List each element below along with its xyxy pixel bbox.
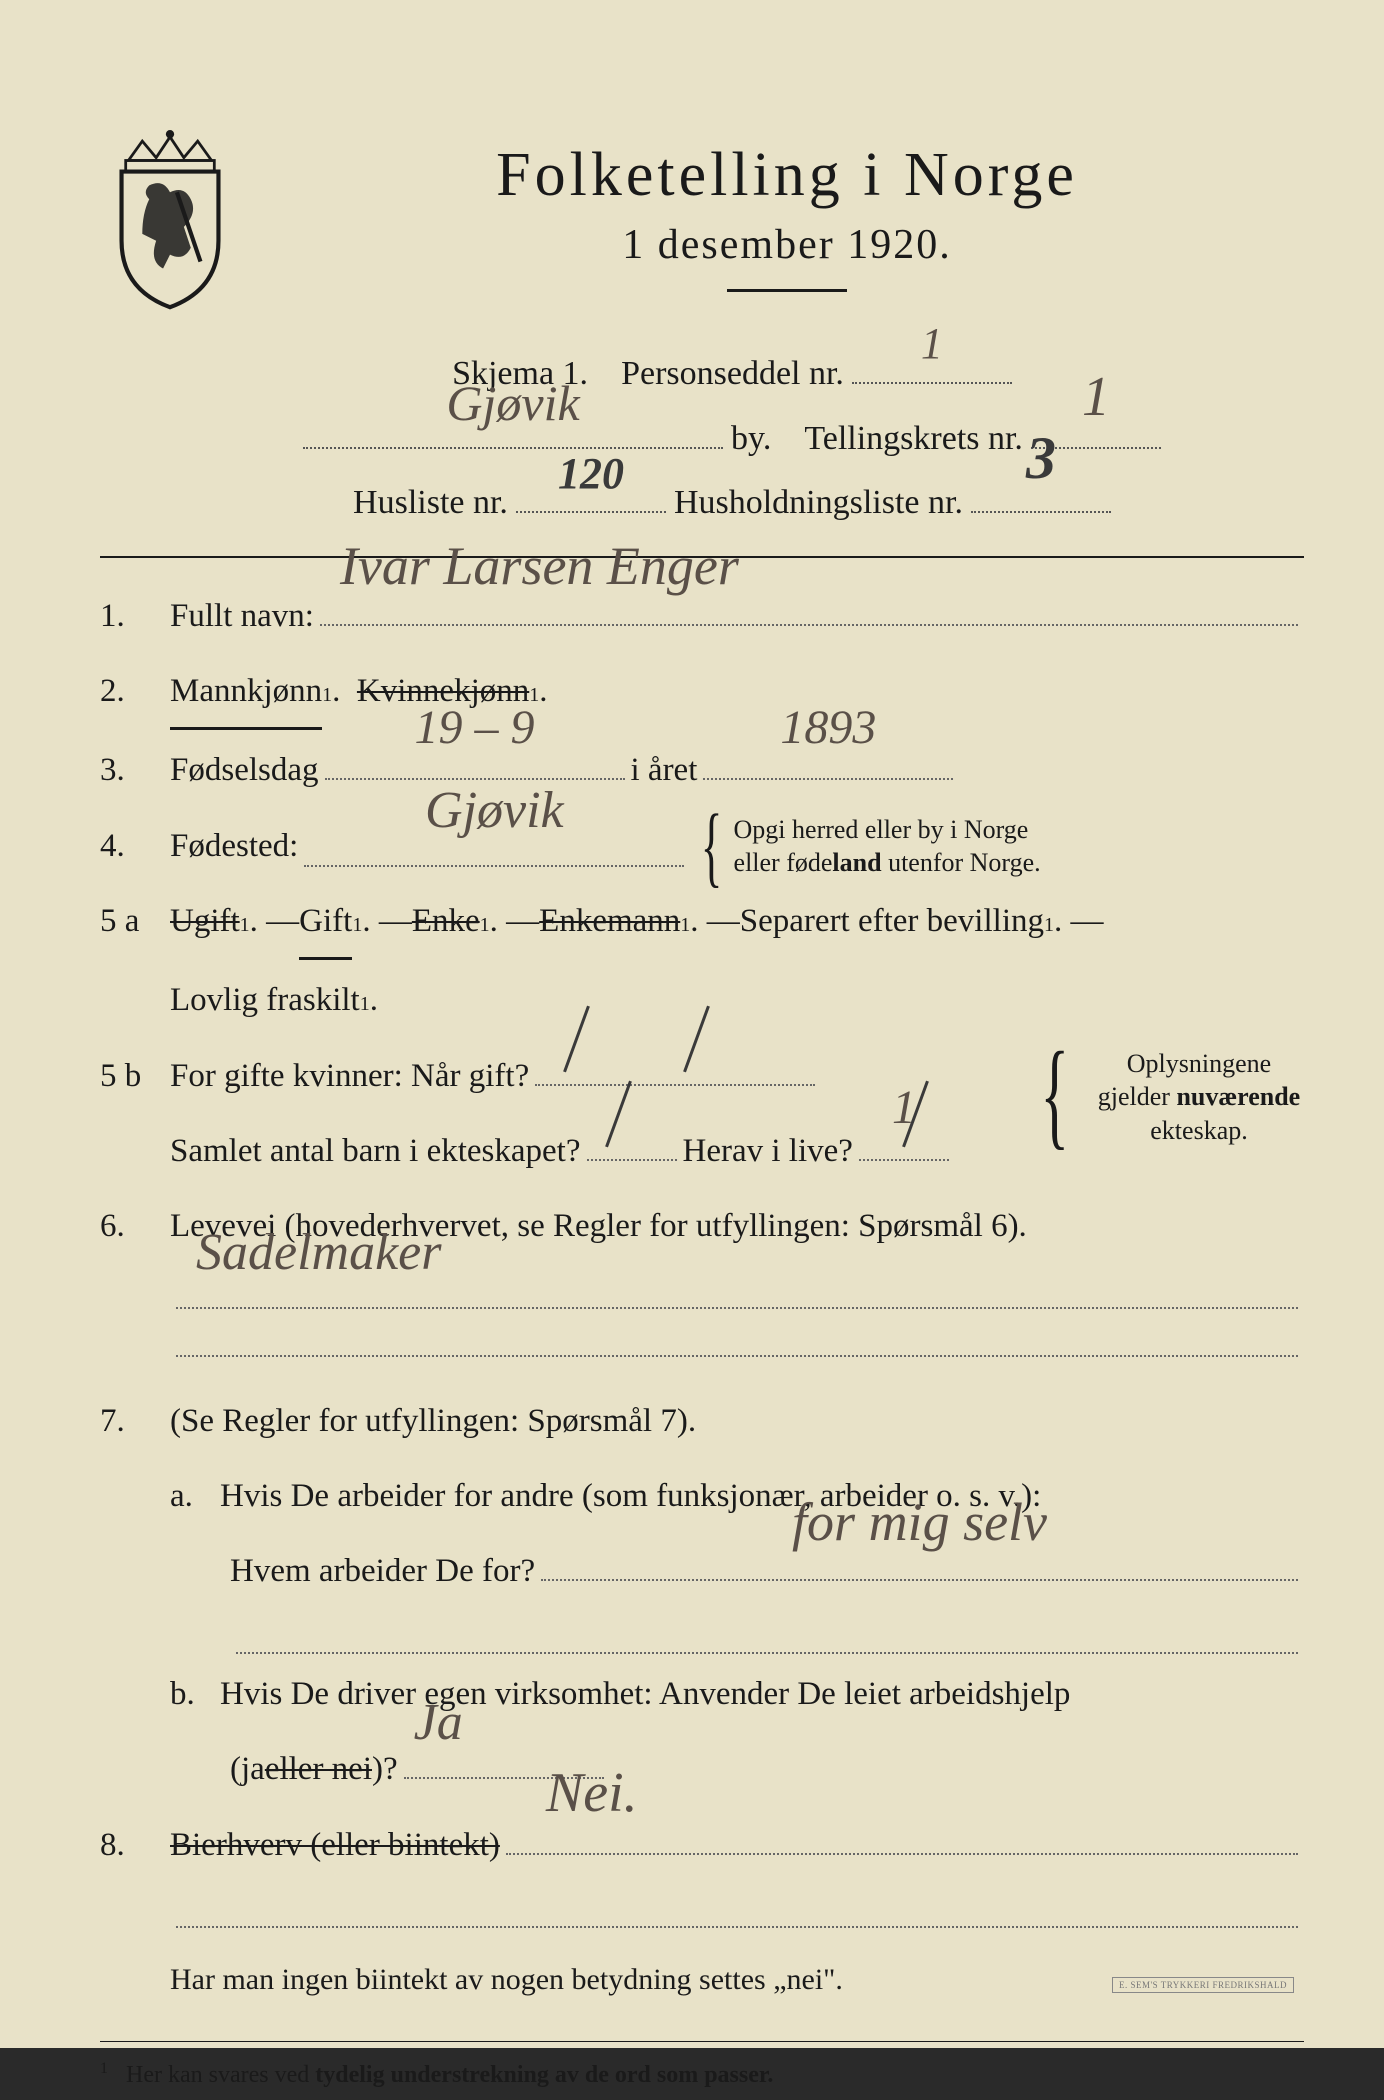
q5b-qbarn: Samlet antal barn i ekteskapet?	[170, 1117, 581, 1186]
personseddel-value: 1	[852, 302, 1012, 386]
q5b-row1: 5 b For gifte kvinner: Når gift? { Oplys…	[100, 1042, 1304, 1111]
q6-num: 6.	[100, 1192, 170, 1261]
q4-value: Gjøvik	[304, 756, 684, 865]
q7a-value: for mig selv	[541, 1466, 1298, 1579]
q7b-text2-pre: (ja	[230, 1735, 265, 1804]
q5a-fraskilt: Lovlig fraskilt	[170, 966, 360, 1035]
coat-of-arms-icon	[100, 130, 240, 310]
q4-row: 4. Fødested: Gjøvik { Opgi herred eller …	[100, 812, 1304, 881]
q5b-row2: Samlet antal barn i ekteskapet? Herav i …	[100, 1117, 1304, 1186]
q3-row: 3. Fødselsdag 19 – 9 i året 1893	[100, 736, 1304, 805]
q7-num: 7.	[100, 1387, 170, 1456]
q7a-text2: Hvem arbeider De for?	[230, 1537, 535, 1606]
q1-row: 1. Fullt navn: Ivar Larsen Enger	[100, 582, 1304, 651]
q5a-enke: Enke	[412, 887, 480, 956]
q4-label: Fødested:	[170, 812, 298, 881]
q7b-text1: Hvis De driver egen virksomhet: Anvender…	[220, 1660, 1070, 1729]
subtitle: 1 desember 1920.	[270, 221, 1304, 269]
q7a-blank	[100, 1613, 1304, 1655]
q6-value-row: Sadelmaker	[100, 1267, 1304, 1309]
footnote: 1 Her kan svares ved tydelig understrekn…	[100, 2050, 1304, 2100]
q1-label: Fullt navn:	[170, 582, 314, 651]
q2-row: 2. Mannkjønn1. Kvinnekjønn1.	[100, 657, 1304, 730]
q8-value: Nei.	[506, 1735, 1298, 1853]
q6-blank	[100, 1315, 1304, 1357]
q7b-text2-strike: eller nei	[265, 1735, 372, 1804]
q7b-label: b.	[170, 1660, 220, 1729]
q8-label: Bierhverv (eller biintekt)	[170, 1811, 500, 1880]
q8-num: 8.	[100, 1811, 170, 1880]
q3-label: Fødselsdag	[170, 736, 319, 805]
q7b-row1: b. Hvis De driver egen virksomhet: Anven…	[100, 1660, 1304, 1729]
q6-value: Sadelmaker	[176, 1198, 1298, 1307]
q7a-row2: Hvem arbeider De for? for mig selv	[100, 1537, 1304, 1606]
q5a-num: 5 a	[100, 887, 170, 956]
q8-blank	[100, 1886, 1304, 1928]
form-body: 1. Fullt navn: Ivar Larsen Enger 2. Mann…	[100, 582, 1304, 2100]
q5b-qgift: Når gift?	[411, 1042, 529, 1111]
husholdning-value: 3	[971, 401, 1111, 515]
brace-icon: {	[701, 815, 723, 878]
q5b-num: 5 b	[100, 1042, 170, 1111]
q3-year: 1893	[703, 678, 953, 779]
q5b-qlive: Herav i live?	[683, 1117, 853, 1186]
footnote-rule	[100, 2041, 1304, 2042]
q7-label: (Se Regler for utfyllingen: Spørsmål 7).	[170, 1387, 696, 1456]
q5a-gift: Gift	[299, 887, 352, 960]
q5a-separert: Separert efter bevilling	[740, 887, 1044, 956]
title-block: Folketelling i Norge 1 desember 1920.	[270, 120, 1304, 322]
main-title: Folketelling i Norge	[270, 140, 1304, 211]
header: Folketelling i Norge 1 desember 1920.	[100, 120, 1304, 322]
q8-row: 8. Bierhverv (eller biintekt) Nei.	[100, 1811, 1304, 1880]
husliste-value: 120	[516, 432, 666, 516]
q4-num: 4.	[100, 812, 170, 881]
q2-num: 2.	[100, 657, 170, 726]
q7a-label: a.	[170, 1462, 220, 1531]
q2-mann: Mannkjønn	[170, 657, 322, 730]
by-label: by.	[731, 407, 771, 472]
q7b-text2-post: )?	[372, 1735, 398, 1804]
census-form-page: Folketelling i Norge 1 desember 1920. Sk…	[0, 0, 1384, 2048]
meta-block: Skjema 1. Personseddel nr. 1 Gjøvik by. …	[100, 342, 1304, 536]
title-divider	[727, 289, 847, 292]
printer-stamp: E. SEM'S TRYKKERI FREDRIKSHALD	[1112, 1977, 1294, 1993]
footer-note: Har man ingen biintekt av nogen betydnin…	[170, 1948, 843, 2011]
q5a-ugift: Ugift	[170, 887, 240, 956]
q5a-row: 5 a Ugift1. — Gift1. — Enke1. — Enkemann…	[100, 887, 1304, 960]
q4-note: Opgi herred eller by i Norge eller fødel…	[734, 813, 1041, 881]
q5a-enkemann: Enkemann	[539, 887, 680, 956]
q7-row: 7. (Se Regler for utfyllingen: Spørsmål …	[100, 1387, 1304, 1456]
q1-num: 1.	[100, 582, 170, 651]
q3-num: 3.	[100, 736, 170, 805]
q1-value: Ivar Larsen Enger	[320, 510, 1298, 623]
q5b-label: For gifte kvinner:	[170, 1042, 403, 1111]
